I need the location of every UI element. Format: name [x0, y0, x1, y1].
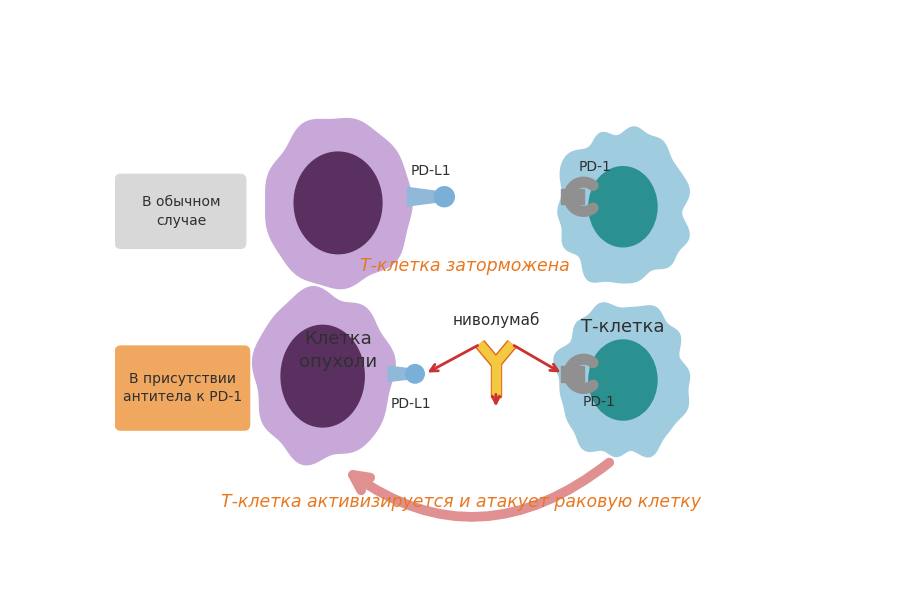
Circle shape [406, 365, 424, 383]
Ellipse shape [294, 152, 382, 254]
Text: В обычном
случае: В обычном случае [141, 195, 220, 227]
Ellipse shape [281, 325, 365, 427]
Text: Т-клетка: Т-клетка [581, 319, 665, 337]
Polygon shape [253, 287, 395, 465]
Polygon shape [492, 363, 500, 395]
Polygon shape [561, 189, 584, 205]
FancyBboxPatch shape [115, 346, 250, 431]
Text: PD-L1: PD-L1 [410, 164, 451, 178]
Polygon shape [492, 341, 516, 367]
Text: Т-клетка активизируется и атакует раковую клетку: Т-клетка активизируется и атакует ракову… [221, 493, 701, 511]
Text: В присутствии
антитела к PD-1: В присутствии антитела к PD-1 [123, 372, 242, 404]
Text: PD-1: PD-1 [579, 160, 612, 173]
FancyBboxPatch shape [115, 173, 247, 249]
Polygon shape [476, 341, 500, 367]
Text: Клетка
опухоли: Клетка опухоли [299, 330, 377, 371]
Text: ниволумаб: ниволумаб [452, 311, 540, 328]
Circle shape [435, 187, 454, 207]
Polygon shape [493, 342, 515, 365]
Polygon shape [408, 187, 443, 206]
Polygon shape [266, 119, 412, 289]
Polygon shape [477, 342, 499, 365]
FancyArrowPatch shape [353, 463, 609, 517]
Polygon shape [491, 363, 501, 397]
Polygon shape [558, 127, 689, 283]
Ellipse shape [589, 167, 657, 247]
Text: PD-1: PD-1 [582, 395, 616, 409]
Polygon shape [561, 366, 584, 382]
Polygon shape [554, 303, 689, 457]
Text: Т-клетка заторможена: Т-клетка заторможена [360, 257, 570, 275]
Text: PD-L1: PD-L1 [391, 397, 431, 411]
Ellipse shape [589, 340, 657, 420]
Polygon shape [388, 366, 413, 382]
